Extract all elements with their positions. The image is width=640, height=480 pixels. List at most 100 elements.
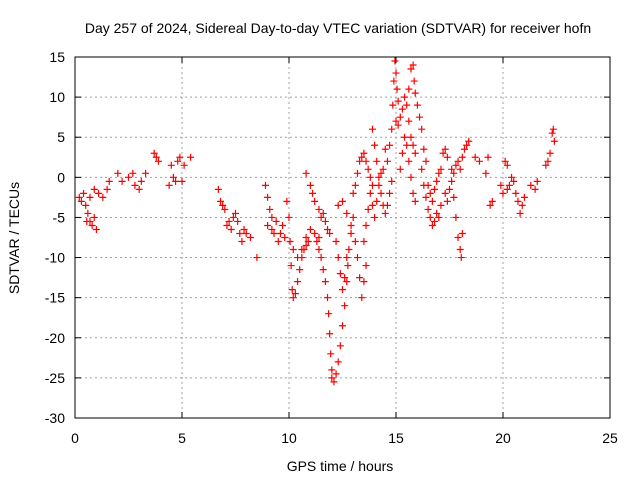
data-point: [428, 221, 436, 229]
data-point: [324, 294, 332, 302]
data-point: [377, 189, 385, 197]
x-tick-label: 5: [178, 430, 186, 446]
data-point: [326, 229, 334, 237]
x-tick-label: 25: [602, 430, 618, 446]
data-point: [360, 278, 368, 286]
data-point: [407, 173, 415, 181]
data-point: [456, 246, 464, 254]
data-point: [90, 185, 98, 193]
data-point: [268, 213, 276, 221]
data-point: [520, 193, 528, 201]
data-point: [391, 57, 399, 65]
data-point: [389, 101, 397, 109]
data-point: [236, 229, 244, 237]
data-point: [289, 246, 297, 254]
data-point: [304, 238, 312, 246]
data-point: [407, 133, 415, 141]
data-point: [339, 286, 346, 294]
data-point: [328, 374, 336, 382]
data-point: [375, 181, 383, 189]
data-point: [550, 137, 558, 145]
y-tick-label: -20: [45, 330, 65, 346]
data-point: [454, 234, 462, 241]
data-point: [242, 229, 250, 237]
data-point: [353, 169, 361, 177]
data-point: [327, 350, 335, 358]
data-point: [401, 133, 409, 141]
data-point: [287, 262, 295, 270]
data-point: [443, 153, 451, 161]
data-point: [92, 225, 100, 233]
data-point: [531, 185, 539, 193]
data-point: [227, 225, 235, 233]
y-tick-label: 15: [49, 49, 65, 65]
data-point: [456, 165, 464, 173]
data-point: [368, 181, 376, 189]
data-point: [446, 185, 453, 193]
data-point: [390, 77, 398, 85]
data-point: [351, 238, 359, 246]
data-point: [368, 125, 376, 133]
data-point: [452, 161, 460, 169]
data-point: [343, 209, 351, 217]
data-point: [549, 125, 557, 133]
data-point: [501, 157, 509, 165]
data-point: [311, 197, 319, 205]
data-point: [343, 278, 351, 286]
data-point: [344, 262, 352, 270]
data-point: [392, 117, 400, 125]
data-point: [150, 149, 158, 157]
data-point: [441, 145, 449, 153]
data-point: [396, 113, 404, 121]
y-tick-label: -25: [45, 370, 65, 386]
data-point: [411, 89, 419, 97]
data-point: [388, 125, 396, 133]
data-point: [393, 85, 401, 93]
data-point: [373, 197, 381, 205]
data-point: [366, 173, 374, 181]
data-point: [368, 201, 376, 209]
data-point: [225, 217, 233, 225]
data-point: [510, 177, 518, 185]
data-point: [270, 229, 278, 237]
data-point: [471, 153, 479, 161]
data-point: [77, 197, 85, 205]
data-point: [325, 310, 333, 318]
data-point: [424, 205, 432, 213]
data-point: [409, 61, 417, 69]
data-point: [353, 254, 361, 262]
data-point: [319, 266, 327, 274]
data-point: [296, 266, 304, 274]
data-point: [315, 234, 323, 241]
data-point: [332, 370, 340, 378]
data-point: [169, 173, 177, 181]
data-point: [306, 225, 314, 233]
data-point: [302, 242, 310, 250]
data-point: [309, 189, 317, 197]
data-point: [410, 77, 418, 85]
data-point: [392, 69, 400, 77]
data-point: [403, 101, 411, 109]
data-point: [411, 149, 419, 157]
data-point: [154, 157, 162, 165]
data-point: [381, 145, 389, 153]
data-point: [319, 209, 327, 217]
data-point: [465, 137, 473, 145]
data-point: [302, 234, 310, 241]
data-point: [176, 153, 184, 161]
data-point: [435, 169, 443, 177]
data-point: [503, 185, 511, 193]
data-point: [229, 213, 237, 221]
data-point: [405, 85, 413, 93]
data-point: [334, 254, 342, 262]
data-point: [546, 149, 554, 157]
data-point: [484, 153, 492, 161]
data-point: [424, 181, 432, 189]
data-point: [336, 342, 344, 350]
data-point: [544, 157, 552, 165]
data-point: [294, 278, 302, 286]
data-point: [288, 286, 296, 294]
y-tick-label: 0: [57, 169, 65, 185]
data-point: [437, 201, 445, 209]
data-point: [401, 93, 409, 101]
